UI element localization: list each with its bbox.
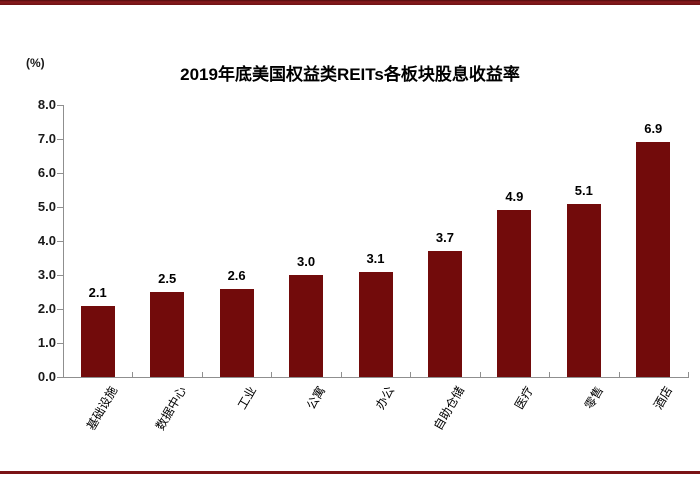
y-tick-mark: [57, 343, 63, 344]
bar-value-label: 3.0: [297, 254, 316, 269]
y-tick-mark: [57, 309, 63, 310]
y-tick-mark: [57, 173, 63, 174]
x-tick-mark: [549, 372, 551, 377]
x-category-label: 工业: [234, 384, 259, 412]
x-category-label: 自助仓储: [430, 384, 468, 433]
top-accent-bar: [0, 0, 700, 5]
bar-value-label: 3.7: [435, 230, 454, 246]
bar-value-label: 6.9: [644, 121, 663, 137]
y-tick-mark: [57, 139, 63, 140]
bar: [566, 203, 601, 377]
bar-value-label: 2.5: [158, 271, 177, 286]
y-tick-label: 8.0: [37, 97, 56, 112]
x-tick-mark: [688, 372, 689, 377]
bar-value-label: 4.9: [505, 189, 524, 205]
bar: [497, 210, 532, 377]
x-tick-mark: [63, 372, 64, 377]
y-tick-mark: [57, 105, 63, 106]
y-tick-label: 0.0: [37, 369, 56, 384]
y-tick-label: 4.0: [37, 233, 56, 248]
x-category-label: 办公: [373, 384, 398, 412]
x-category-label: 基础设施: [83, 384, 120, 433]
bar: [427, 251, 462, 377]
x-category-label: 零售: [581, 384, 606, 412]
x-tick-mark: [479, 372, 481, 377]
bar-value-label: 5.1: [574, 182, 593, 198]
bar: [636, 142, 671, 377]
bar: [219, 288, 254, 377]
chart-title: 2019年底美国权益类REITs各板块股息收益率: [180, 65, 520, 84]
bottom-accent-bar: [0, 471, 700, 474]
y-tick-label: 6.0: [37, 165, 56, 180]
x-tick-mark: [132, 372, 134, 377]
bar-value-label: 2.6: [227, 267, 246, 283]
y-tick-mark: [57, 241, 63, 242]
bar: [358, 271, 393, 377]
x-axis-line: [63, 377, 689, 378]
x-tick-mark: [618, 372, 620, 377]
y-tick-mark: [57, 275, 63, 276]
y-tick-mark: [57, 207, 63, 208]
y-tick-label: 2.0: [37, 301, 56, 316]
x-category-label: 数据中心: [153, 384, 190, 433]
x-tick-mark: [410, 372, 412, 377]
y-tick-label: 7.0: [37, 131, 56, 146]
y-tick-label: 3.0: [37, 267, 56, 282]
bar: [289, 275, 324, 377]
bar-value-label: 3.1: [366, 250, 385, 266]
bar: [80, 305, 115, 377]
y-axis-line: [63, 105, 64, 377]
x-category-label: 酒店: [651, 384, 676, 412]
x-tick-mark: [340, 372, 342, 377]
x-tick-mark: [201, 372, 203, 377]
y-tick-label: 1.0: [37, 335, 56, 350]
y-axis-unit-label: (%): [26, 56, 45, 70]
y-tick-label: 5.0: [37, 199, 56, 214]
x-category-label: 医疗: [512, 384, 537, 412]
x-category-label: 公寓: [304, 384, 329, 412]
x-tick-mark: [271, 372, 273, 377]
bar-value-label: 2.1: [88, 284, 107, 300]
bar: [150, 292, 185, 377]
y-tick-mark: [57, 377, 63, 378]
